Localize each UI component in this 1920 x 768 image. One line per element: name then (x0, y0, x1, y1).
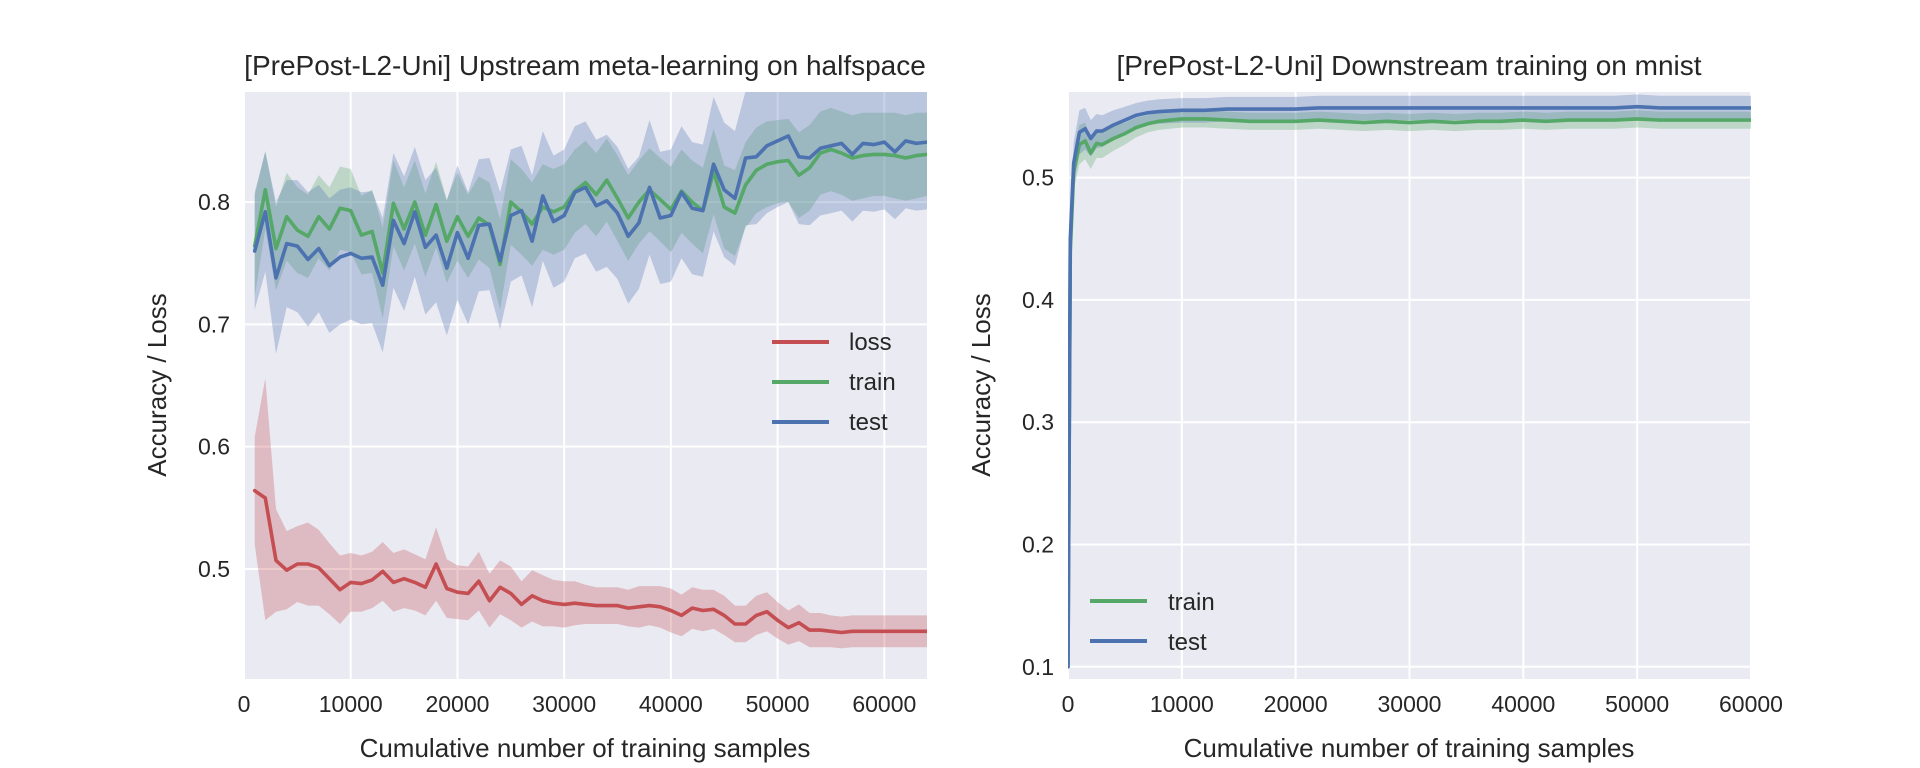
x-tick-label: 0 (1062, 691, 1075, 717)
chart-title: [PrePost-L2-Uni] Downstream training on … (1116, 50, 1701, 81)
x-axis-label: Cumulative number of training samples (1184, 733, 1635, 763)
y-tick-label: 0.5 (1022, 165, 1054, 191)
x-tick-label: 50000 (1605, 691, 1669, 717)
legend-entry-loss: loss (772, 329, 892, 356)
series-lines (1068, 104, 1751, 669)
y-tick-label: 0.8 (198, 189, 230, 215)
legend-label-test: test (1168, 629, 1207, 656)
band-loss (254, 378, 927, 649)
x-tick-label: 40000 (639, 691, 703, 717)
y-tick-label: 0.5 (198, 556, 230, 582)
x-tick-label: 0 (238, 691, 251, 717)
series-line-test (1068, 104, 1751, 669)
gridlines (243, 92, 927, 679)
legend-entry-test: test (772, 409, 888, 436)
legend-entry-train: train (1090, 589, 1215, 616)
x-tick-label: 20000 (1264, 691, 1328, 717)
x-tick-label: 60000 (852, 691, 916, 717)
chart-upstream: 0 10000 20000 30000 40000 50000 60000 0.5 0.6 0.7… (142, 50, 927, 763)
legend-label-train: train (849, 369, 896, 396)
band-train (254, 107, 927, 319)
x-tick-label: 20000 (425, 691, 489, 717)
legend-entry-train: train (772, 369, 896, 396)
legend-entry-test: test (1090, 629, 1207, 656)
x-axis-label: Cumulative number of training samples (360, 733, 811, 763)
x-tick-label: 50000 (746, 691, 810, 717)
series-line-loss (252, 488, 927, 635)
y-tick-label: 0.6 (198, 434, 230, 460)
y-tick-label: 0.1 (1022, 654, 1054, 680)
y-axis-label: Accuracy / Loss (142, 293, 172, 477)
series-line-test (252, 134, 927, 288)
x-tick-label: 10000 (319, 691, 383, 717)
series-line-train (252, 147, 927, 275)
chart-title: [PrePost-L2-Uni] Upstream meta-learning … (244, 50, 926, 81)
band-test (254, 92, 927, 354)
legend: loss train test (772, 329, 896, 436)
confidence-bands (254, 92, 927, 649)
x-tick-label: 60000 (1719, 691, 1783, 717)
x-tick-label: 10000 (1150, 691, 1214, 717)
legend-label-loss: loss (849, 329, 892, 356)
legend-label-test: test (849, 409, 888, 436)
y-axis-label: Accuracy / Loss (966, 293, 996, 477)
tick-labels: 0 10000 20000 30000 40000 50000 60000 0.1 0.2 0.3… (1022, 165, 1783, 717)
y-tick-label: 0.3 (1022, 409, 1054, 435)
y-tick-label: 0.2 (1022, 531, 1054, 557)
tick-labels: 0 10000 20000 30000 40000 50000 60000 0.5 0.6 0.7… (198, 189, 916, 717)
chart-downstream: 0 10000 20000 30000 40000 50000 60000 0.1 0.2 0.3… (966, 50, 1783, 763)
series-line-train (1068, 117, 1751, 669)
series-lines (252, 134, 927, 635)
x-tick-label: 40000 (1491, 691, 1555, 717)
y-tick-label: 0.4 (1022, 287, 1054, 313)
legend: train test (1090, 589, 1215, 656)
y-tick-label: 0.7 (198, 311, 230, 337)
x-tick-label: 30000 (1378, 691, 1442, 717)
gridlines (1067, 92, 1752, 679)
legend-label-train: train (1168, 589, 1215, 616)
x-tick-label: 30000 (532, 691, 596, 717)
